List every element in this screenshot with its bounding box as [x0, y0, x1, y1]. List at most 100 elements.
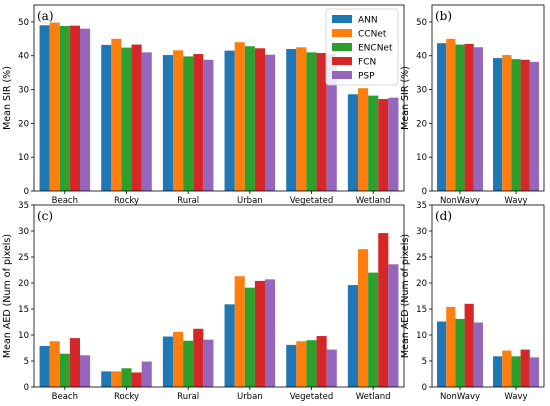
- legend-label-ccnet: CCNet: [358, 30, 387, 40]
- panel-c-bar-rocky-psp: [141, 361, 152, 387]
- panel-a-xtick-label-vegetated: Vegetated: [290, 196, 334, 206]
- panel-a-bar-rocky-encnet: [121, 47, 132, 191]
- panel-b-bar-wavy-psp: [529, 61, 539, 192]
- panel-d-ytick-label-20: 20: [416, 279, 427, 289]
- panel-a-bar-rocky-ccnet: [111, 38, 122, 191]
- panel-c-bar-urban-ccnet: [234, 276, 245, 387]
- panel-c-bar-rocky-ann: [101, 371, 112, 387]
- panel-b: NonWavy Wavy 0 10 20 30 40 50 Mean SIR (%) (b): [400, 4, 545, 206]
- panel-a-bar-wetland-ann: [347, 94, 358, 191]
- panel-c-ytick-label-15: 15: [18, 305, 29, 315]
- panel-c-bar-beach-encnet: [59, 353, 70, 387]
- panel-a-ylabel: Mean SIR (%): [2, 66, 13, 130]
- legend-label-encnet: ENCNet: [358, 44, 393, 54]
- panel-c: Beach Rocky Rural Urban Vegetated Wetland 0 5 10…: [2, 201, 405, 402]
- panel-c-bar-vegetated-psp: [326, 349, 337, 387]
- panel-c-ytick-label-25: 25: [18, 253, 29, 263]
- panel-c-bar-beach-ccnet: [49, 341, 60, 387]
- panel-c-bar-vegetated-encnet: [306, 340, 317, 387]
- panel-c-xtick-label-urban: Urban: [237, 392, 263, 402]
- panel-d-bar-nonwavy-encnet: [455, 318, 465, 387]
- panel-a-bar-urban-ccnet: [234, 42, 245, 192]
- panel-c-bar-beach-ann: [39, 345, 50, 387]
- panel-a-bar-vegetated-encnet: [306, 52, 317, 191]
- panel-c-bar-wetland-psp: [388, 264, 399, 387]
- panel-a-bar-urban-fcn: [254, 48, 265, 191]
- panel-a-bar-urban-psp: [265, 54, 276, 192]
- panel-b-bar-nonwavy-fcn: [464, 43, 474, 191]
- panel-c-bar-vegetated-ccnet: [296, 341, 307, 387]
- panel-a-bar-rocky-psp: [141, 52, 152, 191]
- panel-a-bar-vegetated-psp: [326, 54, 337, 191]
- panel-a-bar-wetland-psp: [388, 97, 399, 191]
- panel-a-ytick-label-20: 20: [18, 119, 29, 129]
- panel-a-ytick-label-50: 50: [18, 18, 29, 28]
- legend: ANN CCNet ENCNet FCN PSP: [325, 8, 399, 86]
- panel-c-bar-rocky-ccnet: [111, 371, 122, 387]
- panel-c-bar-wetland-ann: [347, 285, 358, 387]
- panel-d-bar-wavy-encnet: [511, 356, 521, 387]
- panel-d-bar-nonwavy-ann: [437, 321, 447, 387]
- panel-d-ytick-label-0: 0: [422, 383, 427, 393]
- panel-c-bar-rocky-fcn: [131, 372, 142, 387]
- panel-c-bar-rural-fcn: [193, 328, 204, 387]
- legend-swatch-psp: [332, 71, 352, 79]
- panel-a-bar-vegetated-fcn: [316, 53, 327, 191]
- panel-d-ylabel: Mean AED (Num of pixels): [400, 234, 411, 358]
- panel-b-bar-nonwavy-psp: [473, 47, 483, 191]
- panel-c-ytick-label-10: 10: [18, 331, 29, 341]
- panel-d-frame: [431, 204, 545, 388]
- panel-a-xtick-label-rural: Rural: [177, 196, 199, 206]
- panel-b-xtick-label-wavy: Wavy: [504, 196, 527, 206]
- panel-a-bar-beach-ann: [39, 25, 50, 191]
- panel-d: NonWavy Wavy 0 5 10 15 20 25 30 35 Mean AED (Num o…: [400, 201, 545, 402]
- panel-a-bar-wetland-ccnet: [358, 88, 369, 191]
- panel-a-xtick-label-urban: Urban: [237, 196, 263, 206]
- panel-c-xtick-label-rural: Rural: [177, 392, 199, 402]
- panel-a-bar-vegetated-ccnet: [296, 47, 307, 191]
- panel-c-bar-rocky-encnet: [121, 368, 132, 387]
- panel-a-bar-beach-psp: [80, 28, 91, 192]
- panel-d-bar-nonwavy-ccnet: [446, 306, 456, 387]
- panel-a: Beach Rocky Rural Urban Vegetated Wetland 0 10 2…: [2, 4, 405, 206]
- panel-a-bar-rural-ccnet: [173, 50, 184, 191]
- panel-d-xtick-label-nonwavy: NonWavy: [440, 392, 480, 402]
- legend-box: [325, 8, 399, 86]
- panel-c-bar-beach-fcn: [69, 338, 80, 387]
- panel-c-bar-rural-psp: [203, 339, 214, 387]
- panel-a-ytick-label-10: 10: [18, 153, 29, 163]
- panel-c-frame: [33, 204, 405, 388]
- panel-c-bar-wetland-encnet: [368, 272, 379, 387]
- panel-a-ytick-label-40: 40: [18, 52, 29, 62]
- panel-b-frame: [431, 4, 545, 192]
- panel-c-ytick-label-30: 30: [18, 227, 29, 237]
- panel-c-ylabel: Mean AED (Num of pixels): [2, 234, 13, 358]
- panel-c-bar-urban-encnet: [244, 287, 255, 387]
- panel-a-bar-rural-encnet: [183, 56, 194, 192]
- panel-c-bar-vegetated-ann: [286, 344, 297, 387]
- panel-a-xtick-label-rocky: Rocky: [114, 196, 139, 206]
- panel-b-ylabel: Mean SIR (%): [400, 66, 411, 130]
- panel-a-ytick-label-30: 30: [18, 86, 29, 96]
- panel-c-bar-rural-ann: [162, 336, 173, 387]
- panel-b-bar-wavy-fcn: [520, 59, 530, 191]
- panel-b-xtick-label-nonwavy: NonWavy: [440, 196, 480, 206]
- panel-a-bar-beach-fcn: [69, 25, 80, 191]
- panel-b-ytick-label-30: 30: [416, 86, 427, 96]
- panel-a-xtick-label-wetland: Wetland: [356, 196, 391, 206]
- panel-c-bar-wetland-fcn: [378, 233, 389, 387]
- legend-label-ann: ANN: [358, 16, 378, 26]
- legend-swatch-encnet: [332, 43, 352, 51]
- panel-b-bar-nonwavy-ann: [437, 43, 447, 192]
- panel-c-bar-urban-fcn: [254, 280, 265, 387]
- panel-d-bar-wavy-fcn: [520, 349, 530, 387]
- panel-d-ytick-label-15: 15: [416, 305, 427, 315]
- panel-a-ytick-label-0: 0: [24, 187, 29, 197]
- panel-c-ytick-label-20: 20: [18, 279, 29, 289]
- panel-b-bar-wavy-ann: [493, 58, 503, 192]
- panel-c-bar-rural-ccnet: [173, 331, 184, 387]
- panel-a-bar-vegetated-ann: [286, 48, 297, 192]
- panel-a-bar-rural-fcn: [193, 54, 204, 191]
- panel-d-ytick-label-25: 25: [416, 253, 427, 263]
